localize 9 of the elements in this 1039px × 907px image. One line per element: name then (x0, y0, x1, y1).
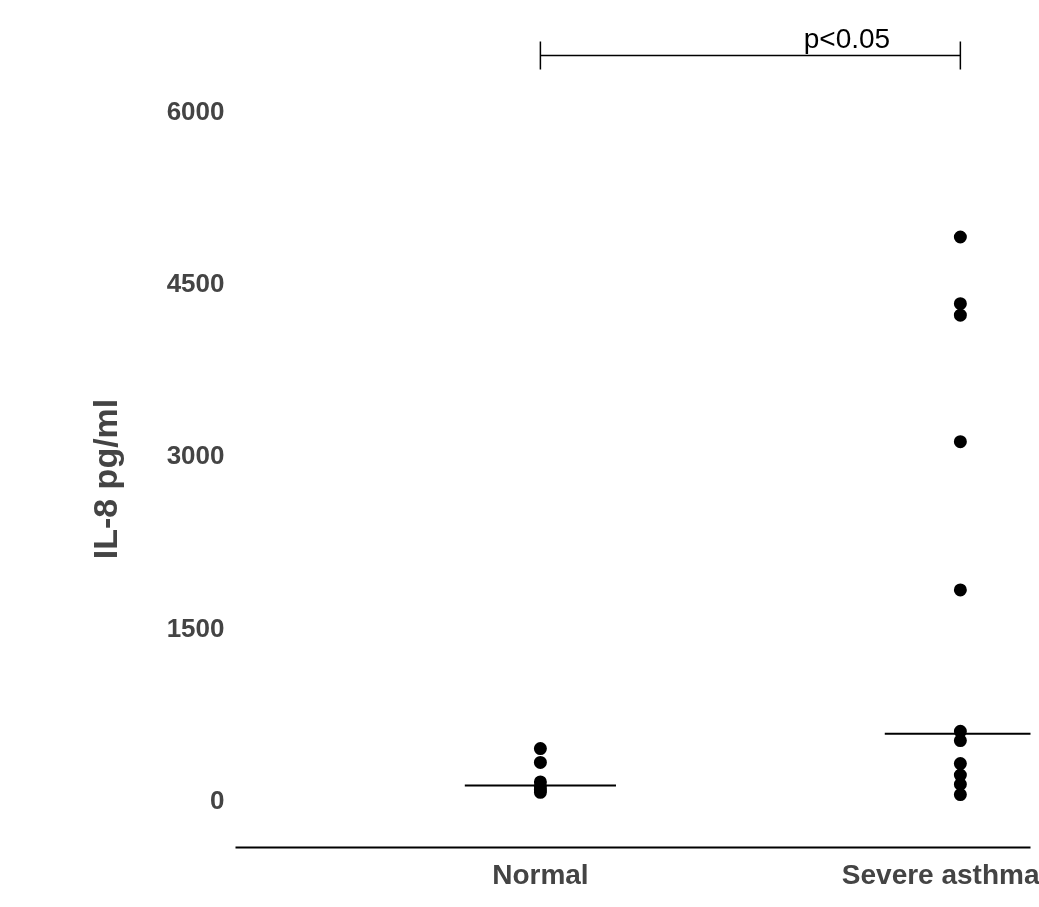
y-tick-label: 3000 (166, 440, 225, 471)
text: p<0.05 (803, 23, 891, 54)
y-axis-title: IL-8 pg/ml (85, 398, 124, 560)
y-tick-label: 1500 (166, 612, 225, 643)
x-tick-label: Severe asthma (841, 858, 1039, 890)
y-tick-label: 0 (210, 785, 225, 816)
y-tick-label: 4500 (166, 267, 225, 298)
x-tick-label: Normal (492, 858, 589, 890)
y-tick-label: 6000 (166, 95, 225, 126)
